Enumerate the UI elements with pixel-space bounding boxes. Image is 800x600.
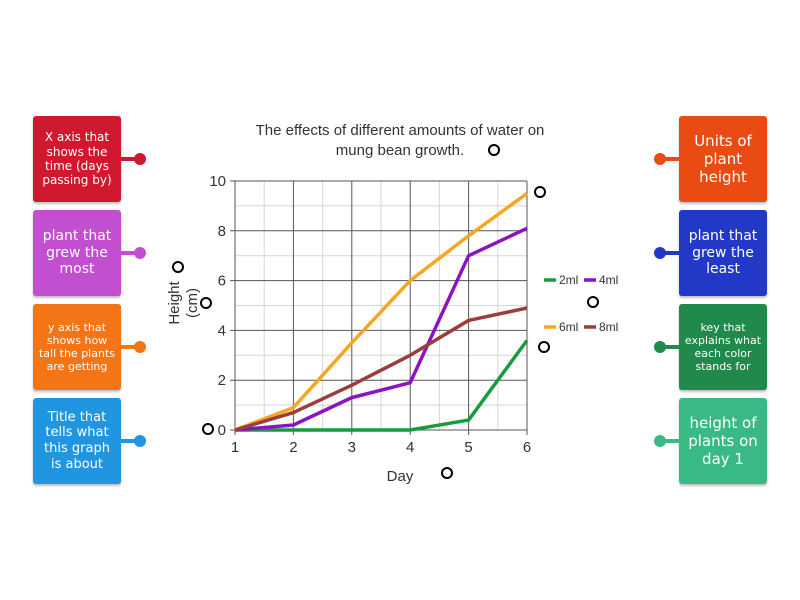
- card-label: plant that grew the most: [42, 227, 112, 278]
- x-tick-label: 1: [231, 439, 239, 456]
- left-card-4[interactable]: Title that tells what this graph is abou…: [33, 398, 121, 484]
- card-label: Units of plant height: [694, 132, 752, 186]
- y-tick-label: 4: [218, 322, 226, 339]
- card-handle-dot[interactable]: [134, 341, 146, 353]
- card-label: Title that tells what this graph is abou…: [44, 409, 110, 472]
- right-card-4[interactable]: height of plants on day 1: [679, 398, 767, 484]
- left-card-1[interactable]: X axis that shows the time (days passing…: [33, 116, 121, 202]
- card-connector: [121, 345, 139, 349]
- series-line-6ml: [234, 192, 529, 432]
- chart-title-line1: The effects of different amounts of wate…: [256, 122, 545, 139]
- y-tick-label: 10: [209, 173, 226, 190]
- legend-label-6ml: 6ml: [559, 320, 578, 334]
- card-handle-dot[interactable]: [654, 153, 666, 165]
- card-connector: [660, 345, 679, 349]
- y-tick-label: 2: [218, 372, 226, 389]
- card-connector: [121, 439, 139, 443]
- card-connector: [121, 157, 139, 161]
- card-handle-dot[interactable]: [134, 435, 146, 447]
- right-card-2[interactable]: plant that grew the least: [679, 210, 767, 296]
- x-tick-label: 6: [523, 439, 531, 456]
- x-tick-label: 4: [406, 439, 414, 456]
- left-card-2[interactable]: plant that grew the most: [33, 210, 121, 296]
- y-tick-label: 8: [218, 223, 226, 240]
- drop-target-title[interactable]: [488, 144, 500, 156]
- y-tick-label: 6: [218, 273, 226, 290]
- card-handle-dot[interactable]: [134, 153, 146, 165]
- right-card-1[interactable]: Units of plant height: [679, 116, 767, 202]
- series-line-4ml: [234, 226, 528, 432]
- x-tick-label: 2: [289, 439, 297, 456]
- card-handle-dot[interactable]: [654, 247, 666, 259]
- x-tick-label: 5: [464, 439, 472, 456]
- drop-target-key[interactable]: [587, 296, 599, 308]
- series-line-2ml: [235, 339, 529, 432]
- card-label: X axis that shows the time (days passing…: [42, 130, 112, 188]
- card-connector: [660, 439, 679, 443]
- card-handle-dot[interactable]: [654, 435, 666, 447]
- drop-target-most[interactable]: [534, 186, 546, 198]
- drop-target-x-axis[interactable]: [441, 467, 453, 479]
- card-connector: [660, 157, 679, 161]
- y-tick-label: 0: [218, 422, 226, 439]
- legend-label-2ml: 2ml: [559, 273, 578, 287]
- drop-target-day1[interactable]: [202, 423, 214, 435]
- legend-label-8ml: 8ml: [599, 320, 618, 334]
- drop-target-least[interactable]: [538, 341, 550, 353]
- card-label: key that explains what each color stands…: [684, 320, 762, 374]
- left-card-3[interactable]: y axis that shows how tall the plants ar…: [33, 304, 121, 390]
- right-card-3[interactable]: key that explains what each color stands…: [679, 304, 767, 390]
- y-axis-units: (cm): [184, 288, 201, 318]
- drop-target-y-axis[interactable]: [172, 261, 184, 273]
- card-label: height of plants on day 1: [688, 414, 758, 468]
- card-connector: [121, 251, 139, 255]
- series-line-8ml: [234, 306, 528, 432]
- legend-label-4ml: 4ml: [599, 273, 618, 287]
- x-tick-label: 3: [348, 439, 356, 456]
- drop-target-units[interactable]: [200, 297, 212, 309]
- x-axis-label: Day: [387, 468, 414, 485]
- card-label: plant that grew the least: [688, 227, 758, 278]
- card-handle-dot[interactable]: [134, 247, 146, 259]
- card-handle-dot[interactable]: [654, 341, 666, 353]
- y-axis-label: Height: [166, 280, 183, 324]
- chart-title-line2: mung bean growth.: [336, 142, 464, 159]
- card-label: y axis that shows how tall the plants ar…: [38, 320, 115, 374]
- card-connector: [660, 251, 679, 255]
